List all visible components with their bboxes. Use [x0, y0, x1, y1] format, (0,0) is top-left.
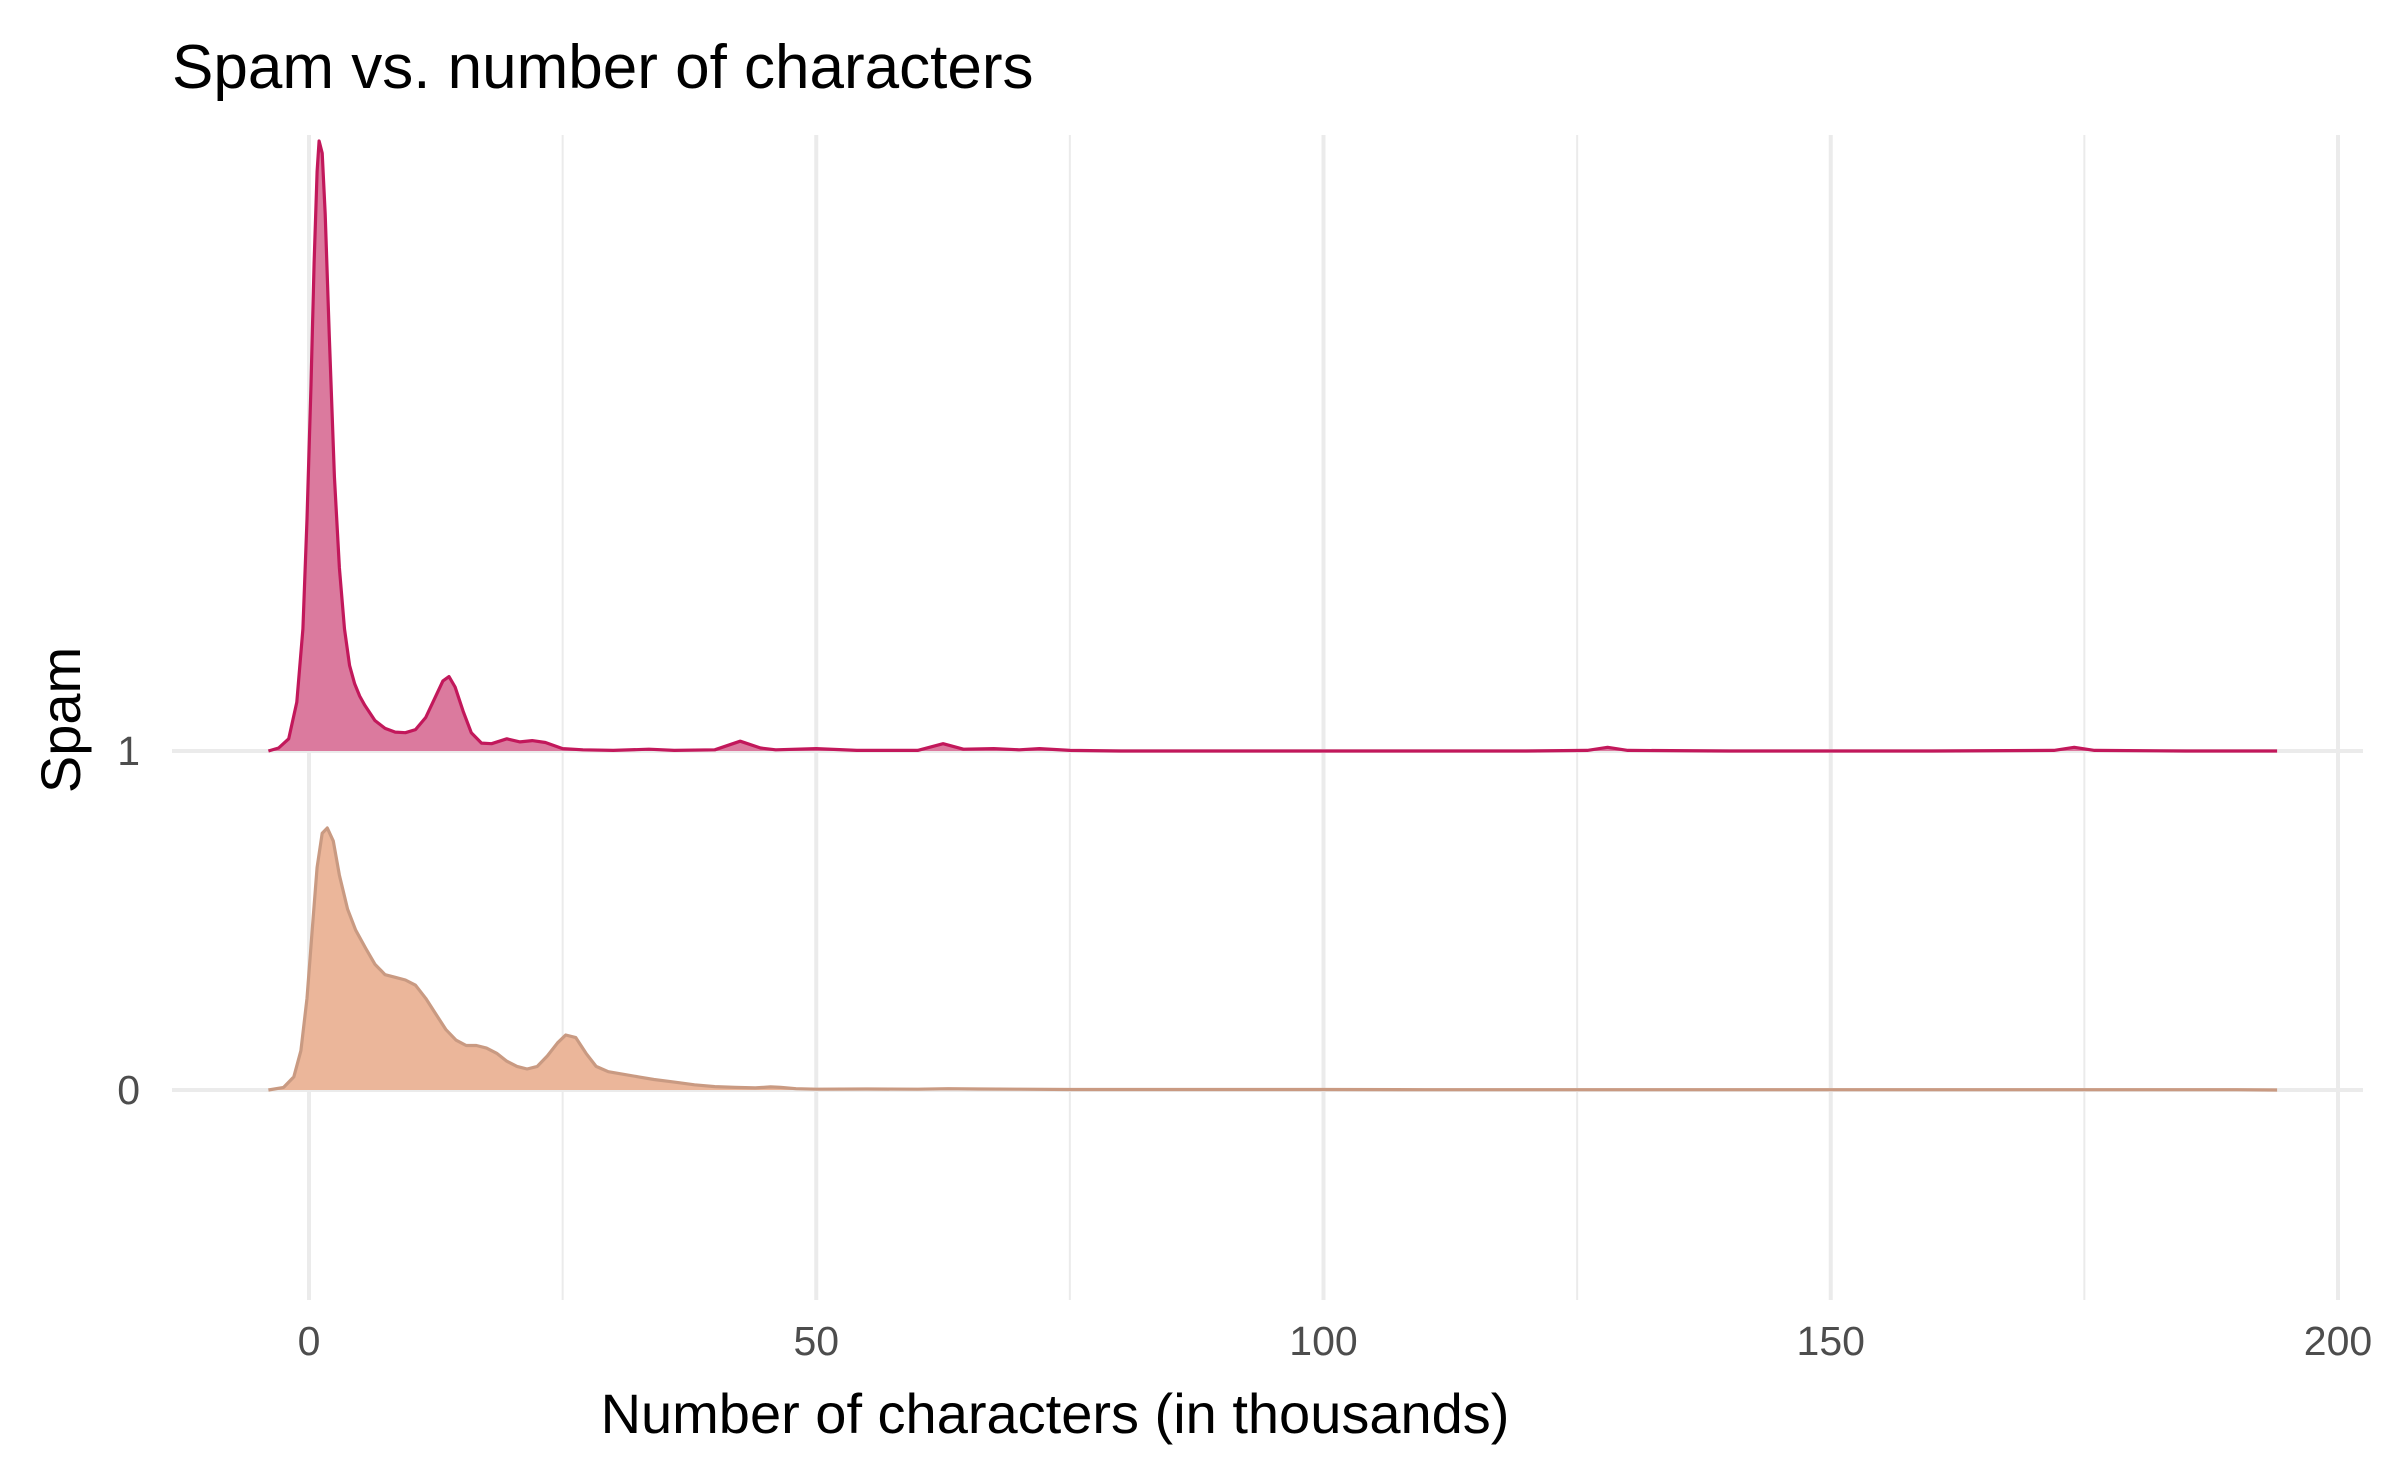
x-tick-label: 50	[793, 1318, 839, 1364]
y-axis-title: Spam	[29, 647, 92, 793]
density-area-spam-0	[268, 828, 2278, 1090]
density-line-spam-0	[268, 826, 2278, 1092]
chart-title: Spam vs. number of characters	[172, 33, 1033, 102]
grid-lines	[172, 135, 2363, 1300]
y-tick-label: 0	[117, 1067, 140, 1113]
x-axis-title: Number of characters (in thousands)	[601, 1382, 1510, 1445]
density-area-spam-1	[268, 141, 2278, 751]
density-line-spam-1	[267, 139, 2278, 753]
y-axis-ticks: 01	[117, 728, 140, 1113]
x-tick-label: 150	[1797, 1318, 1865, 1364]
density-ridges	[267, 139, 2278, 1092]
x-axis-ticks: 0 50 100 150 200	[298, 1318, 2373, 1364]
x-tick-label: 0	[298, 1318, 321, 1364]
x-tick-label: 100	[1289, 1318, 1357, 1364]
y-tick-label: 1	[117, 728, 140, 774]
x-tick-label: 200	[2304, 1318, 2372, 1364]
